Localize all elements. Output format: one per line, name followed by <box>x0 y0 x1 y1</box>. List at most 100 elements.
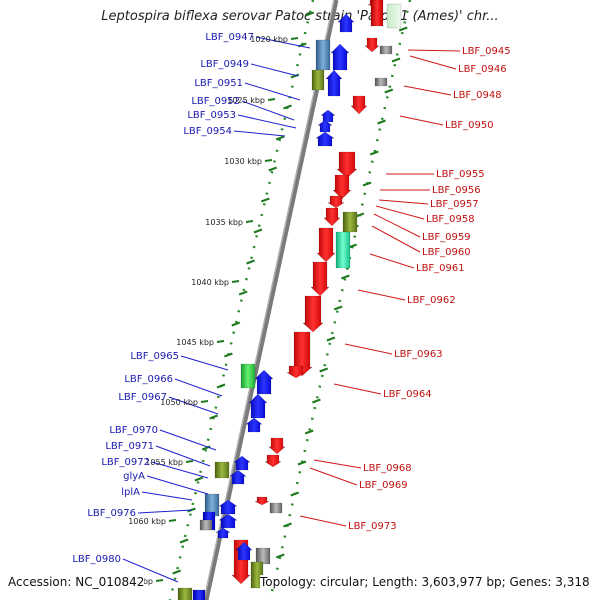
ruler-tick <box>264 159 273 162</box>
gene-label-left: LBF_0966 <box>124 374 173 385</box>
leader-line <box>151 461 209 479</box>
outer-ring-tick <box>304 429 314 435</box>
inner-ring-tick <box>216 383 226 389</box>
gene-label-left: LBF_0976 <box>87 508 136 519</box>
gene-label-left: LBF_0965 <box>130 351 179 362</box>
ruler-label: 1055 kbp <box>145 458 183 467</box>
reverse-gene-arrow <box>323 207 341 227</box>
inner-ring-tick <box>268 166 278 172</box>
leader-line <box>371 225 421 253</box>
ruler-tick <box>216 340 225 343</box>
gene-label-left: LBF_0972 <box>101 457 150 468</box>
gray-feature-box <box>199 519 213 531</box>
reverse-gene-arrow <box>332 174 352 200</box>
gray-feature-box <box>379 45 393 55</box>
leader-line <box>146 475 209 495</box>
reverse-gene-arrow <box>336 151 358 179</box>
gene-label-left: LBF_0951 <box>194 78 243 89</box>
outer-ring-tick <box>362 181 372 187</box>
inner-ring-tick <box>290 73 300 79</box>
reverse-gene-arrow <box>264 454 282 468</box>
inner-ring-tick <box>275 135 285 141</box>
ruler-tick <box>200 400 209 403</box>
gene-label-left: LBF_0970 <box>109 425 158 436</box>
ruler-label: kbp <box>138 577 153 586</box>
reverse-gene-arrow <box>364 37 380 53</box>
leader-line <box>344 343 393 355</box>
steel-feature-box <box>315 39 331 71</box>
gene-label-right: LBF_0945 <box>462 46 511 57</box>
forward-gene-arrow <box>235 541 253 561</box>
outer-ring-tick <box>340 274 350 280</box>
gene-label-left: lplA <box>121 487 140 498</box>
inner-dotted-ring <box>168 0 315 600</box>
reverse-gene-arrow <box>302 295 324 333</box>
leader-line <box>399 115 444 126</box>
leader-line <box>333 383 382 395</box>
topology-text: Topology: circular; Length: 3,603,977 bp… <box>260 575 590 589</box>
rna-feature-box <box>240 363 256 389</box>
reverse-gene-arrow <box>327 195 345 209</box>
ruler-label: 1060 kbp <box>128 517 166 526</box>
forward-gene-arrow <box>337 13 355 33</box>
gene-label-right: LBF_0969 <box>359 480 408 491</box>
gene-label-left: LBF_0967 <box>118 392 167 403</box>
leader-line <box>233 130 286 137</box>
backbone-highlight <box>203 0 335 600</box>
leader-line <box>155 445 211 467</box>
forward-gene-arrow <box>215 527 231 539</box>
ruler-tick <box>155 579 164 582</box>
ruler-tick <box>290 37 299 40</box>
olive-feature-box <box>311 69 325 91</box>
forward-gene-arrow <box>320 109 336 123</box>
gene-label-right: LBF_0962 <box>407 295 456 306</box>
backbone-line <box>203 0 339 600</box>
leader-line <box>309 467 358 486</box>
forward-gene-box <box>192 589 206 600</box>
leader-line <box>373 213 421 238</box>
inner-ring-tick <box>231 321 241 327</box>
gene-label-left: LBF_0947 <box>205 32 254 43</box>
olive-feature-box <box>177 587 193 600</box>
ruler-tick <box>185 460 194 463</box>
forward-gene-arrow <box>218 513 238 529</box>
gray-feature-box <box>374 77 388 87</box>
gene-label-right: LBF_0956 <box>432 185 481 196</box>
leader-line <box>244 82 301 101</box>
ruler-tick <box>231 280 240 283</box>
gene-label-right: LBF_0963 <box>394 349 443 360</box>
olive-feature-box <box>342 211 358 233</box>
leader-line <box>141 491 193 501</box>
gene-label-right: LBF_0973 <box>348 521 397 532</box>
inner-ring-tick <box>246 259 255 265</box>
leader-line <box>375 205 425 220</box>
inner-ring-tick <box>209 414 219 420</box>
outer-ring-tick <box>297 460 307 466</box>
forward-gene-arrow <box>315 131 335 147</box>
inner-ring-tick <box>305 11 315 17</box>
reverse-gene-arrow <box>310 261 330 297</box>
inner-ring-tick <box>260 197 270 203</box>
leader-line <box>237 114 297 129</box>
inner-ring-tick <box>238 290 248 296</box>
gene-label-right: LBF_0950 <box>445 120 494 131</box>
outer-ring-tick <box>377 119 386 125</box>
gene-label-left: glyA <box>123 471 145 482</box>
inner-ring-tick <box>194 476 204 482</box>
leader-line <box>122 558 179 583</box>
reverse-gene-arrow <box>350 95 368 115</box>
forward-gene-arrow <box>330 43 350 71</box>
outer-ring-tick <box>290 491 300 497</box>
forward-gene-arrow <box>233 455 251 471</box>
inner-ring-tick <box>179 538 189 544</box>
gene-label-right: LBF_0968 <box>363 463 412 474</box>
reverse-gene-box <box>370 0 384 27</box>
forward-gene-arrow <box>254 369 274 395</box>
leader-line <box>369 253 415 269</box>
leader-line <box>407 49 461 52</box>
leader-line <box>313 459 362 469</box>
outer-ring-tick <box>369 150 379 156</box>
inner-ring-tick <box>172 569 182 575</box>
gray-feature-box <box>269 502 283 514</box>
gene-label-left: LBF_0952 <box>191 96 240 107</box>
